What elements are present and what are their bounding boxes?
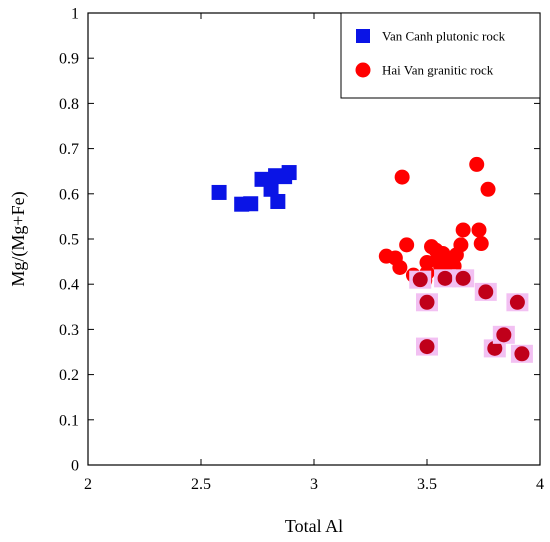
data-point-circle [471,222,487,238]
data-point-circle [419,339,435,355]
data-point-circle [453,237,469,253]
y-tick-label: 0.8 [59,96,79,113]
legend-circle-marker [355,62,371,78]
y-tick-label: 0 [71,458,79,475]
data-point-circle [392,259,408,275]
x-tick-label: 4 [536,476,544,493]
y-axis-label: Mg/(Mg+Fe) [8,191,29,286]
data-point-circle [412,272,428,288]
x-tick-label: 2.5 [191,476,211,493]
x-tick-label: 3.5 [417,476,437,493]
data-point-circle [455,222,471,238]
x-axis-label: Total Al [285,516,343,536]
data-point-circle [419,255,435,271]
data-point-square [243,196,259,212]
legend-square-marker [356,29,370,43]
y-tick-label: 0.7 [59,141,79,158]
data-point-square [211,184,227,200]
y-tick-label: 0.6 [59,186,79,203]
data-point-circle [487,340,503,356]
x-tick-label: 2 [84,476,92,493]
legend-box [340,12,541,99]
data-point-circle [394,169,410,185]
data-point-circle [509,294,525,310]
y-tick-label: 0.1 [59,412,79,429]
legend-entry-label: Hai Van granitic rock [382,63,494,78]
y-tick-label: 0.4 [59,277,79,294]
data-point-circle [478,284,494,300]
x-tick-label: 3 [310,476,318,493]
data-point-square [281,165,297,181]
y-tick-label: 0.3 [59,322,79,339]
data-point-circle [514,346,530,362]
data-point-circle [455,270,471,286]
data-point-circle [496,327,512,343]
data-point-circle [480,181,496,197]
data-point-circle [419,294,435,310]
data-point-circle [437,270,453,286]
data-point-circle [399,237,415,253]
y-tick-label: 0.5 [59,232,79,249]
data-point-circle [473,236,489,252]
data-point-square [263,181,279,197]
y-tick-label: 0.2 [59,367,79,384]
y-tick-label: 0.9 [59,51,79,68]
y-tick-label: 1 [71,6,79,23]
data-point-circle [469,156,485,172]
legend-entry-label: Van Canh plutonic rock [382,29,506,44]
data-point-square [270,193,286,209]
